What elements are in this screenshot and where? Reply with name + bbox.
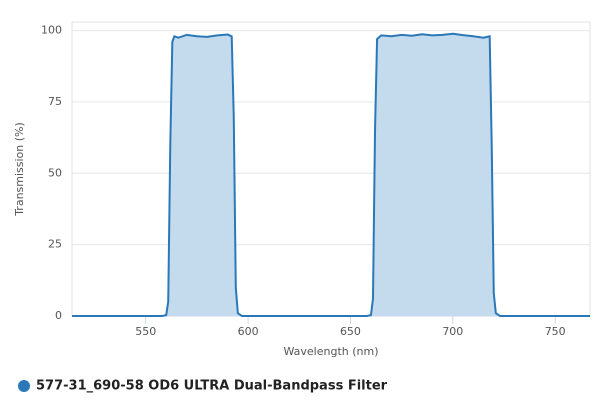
x-tick-label: 750 bbox=[545, 325, 566, 338]
y-tick-label: 25 bbox=[48, 238, 62, 251]
y-tick-label: 75 bbox=[48, 95, 62, 108]
x-axis-title: Wavelength (nm) bbox=[283, 345, 378, 358]
y-tick-label: 0 bbox=[55, 309, 62, 322]
x-tick-label: 650 bbox=[340, 325, 361, 338]
area-fill bbox=[72, 33, 590, 316]
x-tick-label: 600 bbox=[238, 325, 259, 338]
y-tick-label: 50 bbox=[48, 166, 62, 179]
x-tick-label: 700 bbox=[442, 325, 463, 338]
y-tick-label: 100 bbox=[41, 24, 62, 37]
legend-label[interactable]: 577-31_690-58 OD6 ULTRA Dual-Bandpass Fi… bbox=[36, 379, 388, 394]
legend-marker[interactable] bbox=[18, 380, 30, 392]
y-axis-title: Transmission (%) bbox=[13, 122, 26, 217]
x-tick-label: 550 bbox=[135, 325, 156, 338]
plot-frame bbox=[71, 21, 591, 317]
series-line bbox=[72, 32, 590, 317]
